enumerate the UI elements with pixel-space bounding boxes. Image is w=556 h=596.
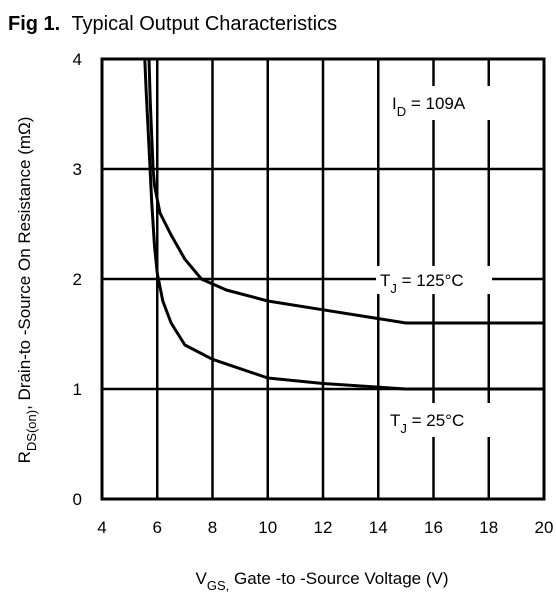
tj125-annotation: TJ = 125°C [380, 271, 464, 296]
y-axis-label-rest: , Drain-to -Source On Resistance (mΩ) [15, 117, 34, 410]
x-tick-label-0: 4 [97, 518, 106, 537]
series-line-tj-125c [147, 58, 544, 325]
y-tick-labels: 0 1 2 3 4 [73, 50, 82, 509]
x-axis-label-sub: GS, [207, 578, 229, 593]
y-tick-label-2: 2 [73, 270, 82, 289]
x-tick-label-8: 20 [535, 518, 554, 537]
x-tick-label-5: 14 [369, 518, 388, 537]
y-axis-label: RDS(on), Drain-to -Source On Resistance … [15, 117, 39, 464]
y-tick-label-0: 0 [73, 490, 82, 509]
tj125-label-bg [376, 266, 492, 294]
tj25-annotation-main: T [390, 411, 400, 430]
x-tick-labels: 4 6 8 10 12 14 16 18 20 [97, 518, 553, 537]
y-tick-label-3: 3 [73, 160, 82, 179]
plot-frame [100, 57, 546, 501]
y-axis-label-main: R [15, 451, 34, 463]
id-annotation: ID = 109A [392, 94, 466, 119]
id-annotation-rest: = 109A [406, 94, 466, 113]
x-tick-label-4: 12 [314, 518, 333, 537]
y-axis-label-sub: DS(on) [24, 410, 39, 451]
tj25-annotation: TJ = 25°C [390, 411, 464, 436]
tj25-label-bg [386, 403, 496, 437]
x-tick-label-1: 6 [153, 518, 162, 537]
x-tick-label-7: 18 [479, 518, 498, 537]
series-line-tj-25c [143, 58, 544, 391]
figure-number: Fig 1. [8, 13, 60, 35]
id-label-bg [386, 86, 492, 120]
x-axis-label-main: V [196, 569, 208, 588]
x-axis-label-rest: Gate -to -Source Voltage (V) [229, 569, 448, 588]
tj25-annotation-rest: = 25°C [407, 411, 464, 430]
y-tick-label-1: 1 [73, 380, 82, 399]
x-tick-label-2: 8 [208, 518, 217, 537]
id-annotation-main: I [392, 94, 397, 113]
title-text: Typical Output Characteristics [71, 13, 337, 35]
y-tick-label-4: 4 [73, 50, 82, 69]
id-annotation-sub: D [397, 104, 406, 119]
x-tick-label-3: 10 [258, 518, 277, 537]
tj125-annotation-main: T [380, 271, 390, 290]
x-tick-label-6: 16 [424, 518, 443, 537]
x-axis-label: VGS, Gate -to -Source Voltage (V) [196, 569, 449, 593]
curves [143, 58, 544, 391]
chart-title: Fig 1. Typical Output Characteristics [8, 13, 337, 35]
tj125-annotation-sub: J [390, 281, 397, 296]
tj125-annotation-rest: = 125°C [397, 271, 464, 290]
tj25-annotation-sub: J [400, 421, 407, 436]
